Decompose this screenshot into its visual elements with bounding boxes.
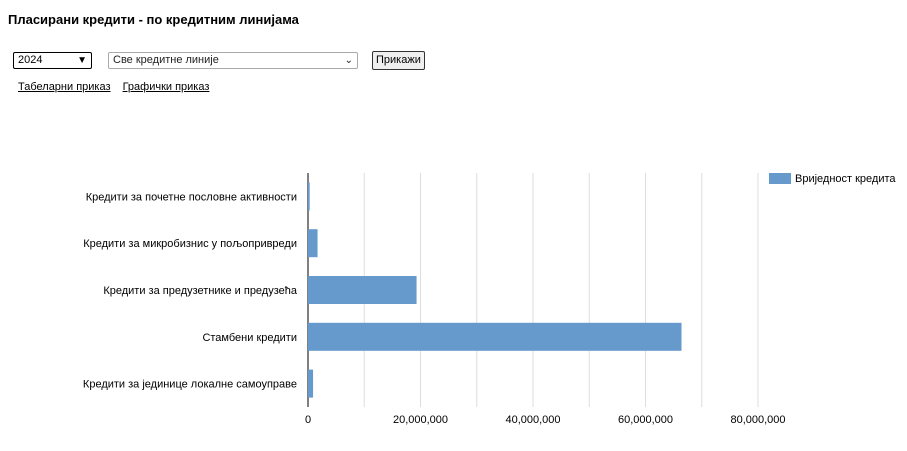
bar [308, 182, 310, 211]
bar [308, 229, 318, 258]
view-switcher: Табеларни приказ Графички приказ [18, 81, 218, 93]
legend-label: Вриједност кредита [795, 173, 896, 185]
chart-view-link[interactable]: Графички приказ [122, 81, 210, 93]
bar [308, 322, 682, 351]
category-label: Кредити за почетне пословне активности [86, 191, 297, 203]
x-tick-label: 0 [305, 414, 311, 426]
year-select[interactable]: 2024 ▼ [13, 52, 92, 69]
category-label: Стамбени кредити [202, 332, 297, 344]
legend-swatch [769, 173, 791, 184]
chevron-down-icon: ▼ [77, 55, 87, 66]
credit-line-select-value: Све кредитне линије [113, 54, 219, 66]
category-label: Кредити за јединице локалне самоуправе [83, 379, 297, 391]
show-button[interactable]: Прикажи [372, 51, 425, 70]
page-title: Пласирани кредити - по кредитним линијам… [8, 12, 299, 27]
x-tick-label: 80,000,000 [730, 414, 785, 426]
table-view-link[interactable]: Табеларни приказ [18, 81, 111, 93]
year-select-value: 2024 [18, 54, 43, 66]
x-tick-label: 20,000,000 [393, 414, 448, 426]
chevron-down-icon: ⌄ [344, 55, 353, 66]
x-tick-label: 60,000,000 [618, 414, 673, 426]
bar [308, 276, 417, 304]
x-tick-label: 40,000,000 [505, 414, 560, 426]
bar [308, 369, 314, 398]
credit-line-select[interactable]: Све кредитне линије ⌄ [108, 52, 358, 69]
category-label: Кредити за предузетнике и предузећа [103, 285, 298, 297]
category-label: Кредити за микробизнис у пољопривреди [83, 238, 297, 250]
